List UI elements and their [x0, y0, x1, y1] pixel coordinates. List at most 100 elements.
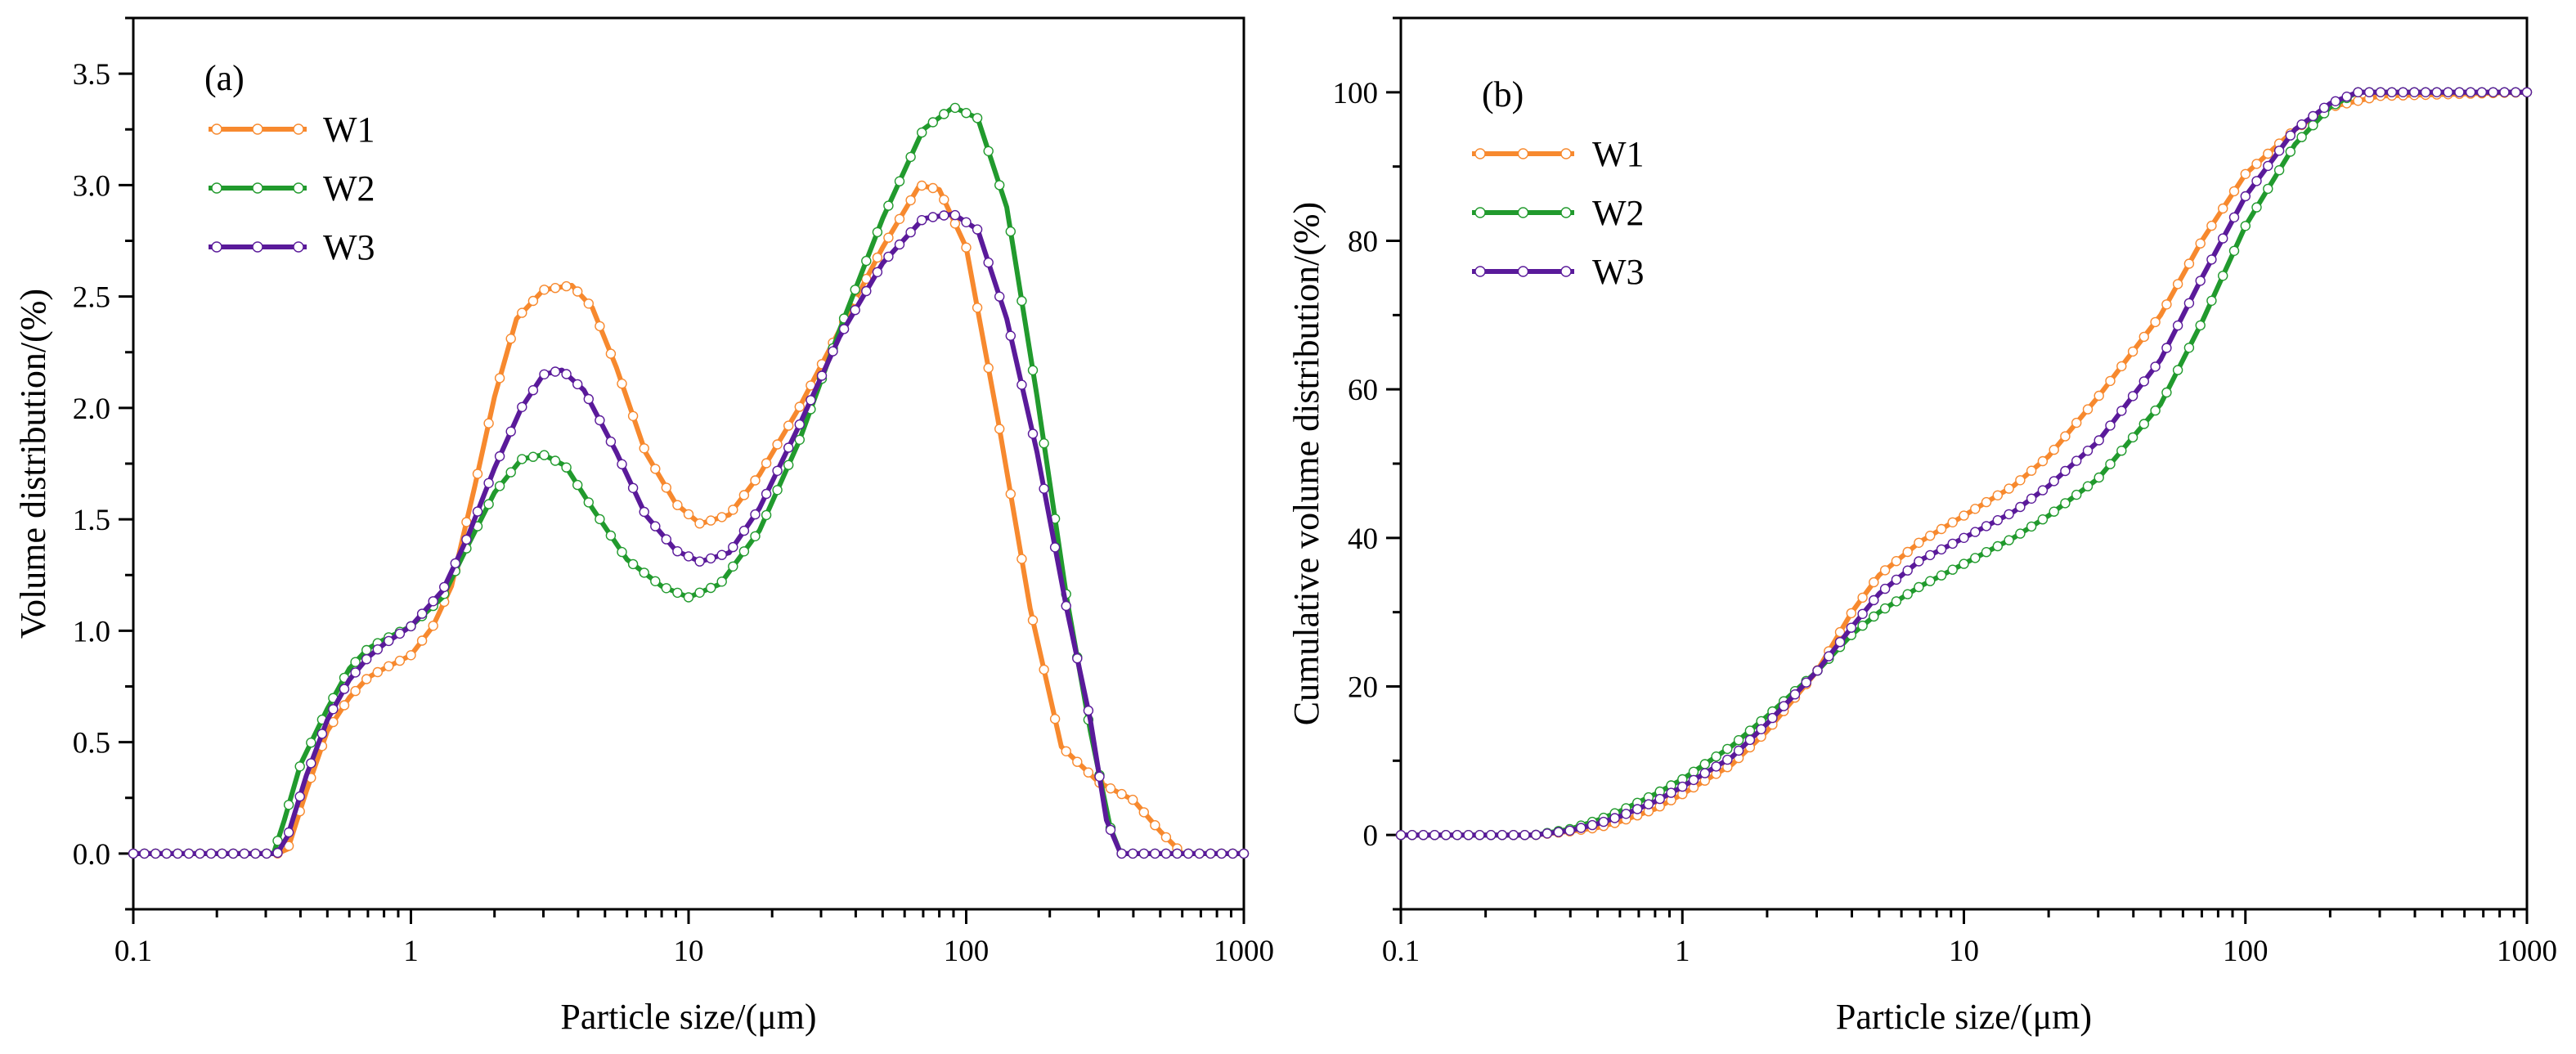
data-point-w3	[1824, 651, 1834, 662]
data-point-w3	[1609, 813, 1620, 823]
series-line-w1	[131, 182, 1246, 856]
data-point-w1	[2049, 444, 2059, 455]
data-point-w3	[2094, 435, 2104, 446]
data-point-w3	[2363, 87, 2375, 98]
data-point-w3	[572, 379, 583, 390]
data-point-w3	[261, 848, 272, 859]
data-point-w3	[1722, 754, 1733, 765]
data-point-w2	[517, 454, 527, 464]
data-point-w3	[639, 506, 649, 518]
data-point-w3	[2521, 87, 2533, 98]
data-point-w1	[706, 515, 716, 526]
legend-marker	[1517, 266, 1529, 277]
data-point-w3	[294, 791, 305, 802]
data-point-w2	[494, 481, 505, 491]
data-point-w3	[783, 442, 794, 453]
data-point-w3	[939, 210, 949, 221]
data-point-w2	[772, 485, 783, 496]
legend-marker	[293, 123, 304, 135]
data-point-w3	[2296, 119, 2307, 130]
x-tick-label: 10	[674, 935, 704, 968]
data-point-w1	[716, 512, 727, 523]
legend-marker	[1560, 148, 1572, 159]
panel-label: (a)	[204, 58, 245, 98]
data-point-w3	[461, 534, 472, 545]
y-tick-label: 1.0	[73, 615, 110, 648]
y-tick-label: 0.0	[73, 838, 110, 872]
data-point-w1	[694, 518, 705, 529]
data-point-w1	[1857, 592, 1868, 603]
data-point-w2	[694, 587, 705, 598]
series-line-w3	[1398, 89, 2529, 838]
data-point-w3	[195, 848, 205, 859]
data-point-w1	[583, 298, 594, 309]
data-point-w3	[750, 509, 761, 520]
data-point-w3	[2341, 91, 2352, 102]
data-point-w3	[372, 644, 383, 655]
data-point-w3	[1778, 701, 1789, 711]
data-point-w3	[794, 419, 805, 430]
data-point-w3	[1508, 830, 1519, 841]
data-point-w3	[927, 212, 939, 222]
data-point-w3	[2409, 87, 2420, 98]
data-point-w1	[883, 232, 894, 243]
data-point-w2	[627, 558, 639, 570]
data-point-w3	[1160, 848, 1172, 859]
data-point-w2	[1869, 611, 1879, 622]
data-point-w2	[905, 151, 916, 163]
data-point-w1	[350, 685, 361, 697]
data-point-w2	[783, 460, 794, 470]
data-point-w2	[850, 285, 860, 295]
legend-marker	[1474, 266, 1486, 277]
data-point-w2	[927, 117, 939, 128]
data-point-w2	[561, 462, 572, 473]
data-point-w1	[872, 252, 883, 263]
data-point-w3	[2060, 465, 2071, 477]
legend-marker	[1517, 148, 1529, 159]
data-point-w1	[1083, 767, 1094, 778]
data-point-w2	[939, 109, 949, 119]
data-point-w1	[2172, 279, 2183, 289]
legend-label-w2: W2	[323, 168, 375, 209]
data-point-w3	[1733, 745, 1744, 756]
data-point-w1	[2195, 238, 2206, 249]
data-point-w3	[1857, 608, 1868, 619]
data-point-w3	[2263, 160, 2273, 172]
data-point-w3	[1105, 824, 1116, 836]
legend-marker	[1474, 207, 1486, 218]
data-point-w2	[2116, 446, 2127, 456]
data-point-w3	[1947, 538, 1958, 549]
data-point-w3	[2026, 493, 2037, 504]
data-point-w1	[472, 469, 483, 479]
legend-marker	[1474, 148, 1486, 159]
data-point-w2	[2015, 528, 2026, 539]
x-axis-title: Particle size/(μm)	[1836, 997, 2092, 1037]
data-point-w2	[2004, 535, 2014, 545]
data-point-w3	[838, 324, 850, 334]
legend-marker	[293, 182, 304, 194]
data-point-w3	[972, 224, 983, 235]
data-point-w2	[2071, 489, 2082, 500]
data-point-w3	[1138, 848, 1150, 859]
data-point-w3	[2431, 87, 2443, 98]
data-point-w3	[1395, 830, 1407, 841]
data-point-w3	[1027, 428, 1039, 439]
data-point-w2	[1711, 751, 1721, 762]
data-point-w3	[2318, 102, 2330, 114]
data-point-w3	[1463, 830, 1474, 841]
data-point-w2	[2273, 164, 2285, 176]
data-point-w3	[517, 401, 527, 412]
data-point-w1	[1127, 794, 1138, 805]
y-tick-label: 1.5	[73, 504, 110, 537]
data-point-w3	[1767, 712, 1778, 724]
legend-label-w3: W3	[1592, 252, 1645, 292]
data-point-w3	[1891, 574, 1902, 585]
data-point-w2	[2195, 320, 2206, 331]
data-point-w2	[1005, 226, 1016, 237]
data-point-w2	[2138, 419, 2150, 429]
data-point-w1	[650, 464, 661, 474]
data-point-w3	[2510, 87, 2521, 98]
data-point-w3	[1992, 515, 2004, 526]
data-point-w3	[1061, 600, 1071, 612]
data-point-w3	[173, 848, 183, 859]
